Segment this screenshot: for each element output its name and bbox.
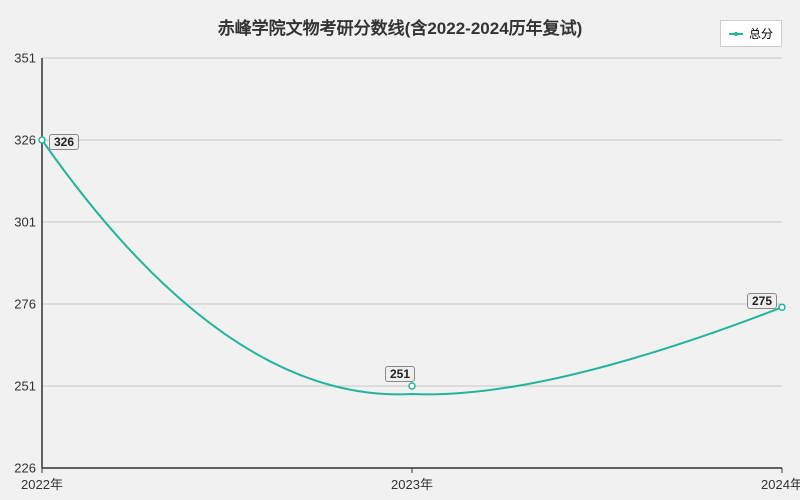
data-point-label: 326: [49, 134, 79, 150]
y-tick-label: 301: [14, 215, 42, 230]
plot-area: 2262512763013263512022年2023年2024年3262512…: [42, 58, 782, 468]
legend: 总分: [720, 20, 782, 47]
y-tick-label: 276: [14, 297, 42, 312]
chart-container: 赤峰学院文物考研分数线(含2022-2024历年复试) 总分 226251276…: [0, 0, 800, 500]
y-tick-label: 251: [14, 379, 42, 394]
chart-title: 赤峰学院文物考研分数线(含2022-2024历年复试): [0, 14, 800, 39]
data-point-label: 275: [747, 293, 777, 309]
y-tick-label: 326: [14, 133, 42, 148]
plot-svg: [42, 58, 782, 468]
legend-swatch: [729, 33, 743, 35]
legend-label: 总分: [749, 25, 773, 42]
data-point-label: 251: [385, 366, 415, 382]
x-tick-label: 2024年: [761, 468, 800, 493]
x-tick-label: 2023年: [391, 468, 433, 493]
x-tick-label: 2022年: [21, 468, 63, 493]
y-tick-label: 351: [14, 51, 42, 66]
